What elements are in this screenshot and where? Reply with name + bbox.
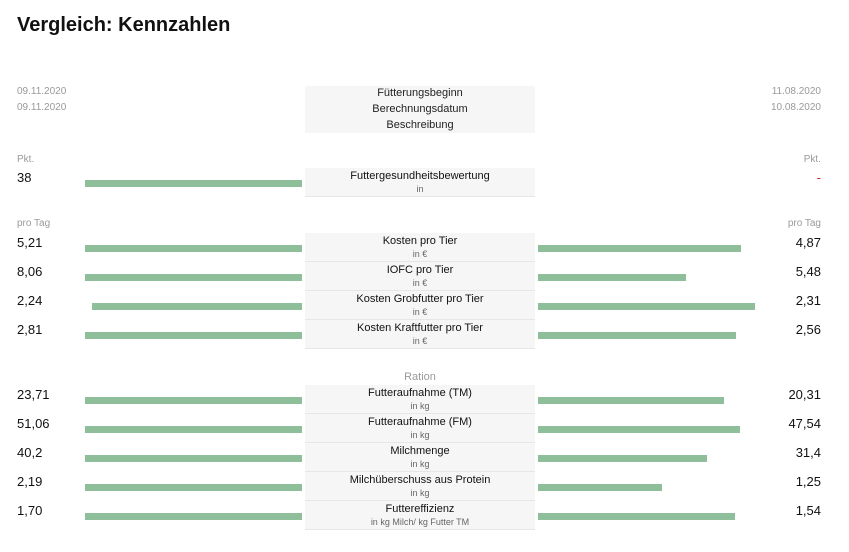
left-bar	[85, 455, 302, 462]
page-title: Vergleich: Kennzahlen	[17, 14, 231, 36]
right-value: 1,25	[795, 474, 821, 489]
unit-label-pkt-left: Pkt.	[17, 154, 35, 165]
left-bar	[85, 513, 302, 520]
right-date-feeding-start: 11.08.2020	[771, 86, 821, 97]
left-value: 2,24	[17, 293, 43, 308]
label-feeding-start: Fütterungsbeginn	[377, 87, 463, 99]
left-date-feeding-start: 09.11.2020	[17, 86, 67, 97]
metric-unit: in kg	[410, 430, 430, 440]
right-value: 1,54	[795, 503, 821, 518]
right-bar	[538, 484, 662, 491]
left-bar	[85, 397, 302, 404]
left-bar	[92, 303, 302, 310]
right-value: 4,87	[795, 235, 821, 250]
left-bar	[85, 274, 302, 281]
right-date-calculation: 10.08.2020	[770, 102, 821, 113]
metric-row: 51,06 Futteraufnahme (FM) in kg 47,54	[0, 414, 849, 443]
metric-label-cell: Futtergesundheitsbewertung in	[305, 168, 535, 197]
left-bar	[85, 484, 302, 491]
metric-row: 2,19 Milchüberschuss aus Protein in kg 1,25	[0, 472, 849, 501]
metric-unit: in €	[412, 278, 428, 288]
metric-label-cell: Futtereffizienz in kg Milch/ kg Futter TM	[305, 501, 535, 530]
right-value: 31,4	[795, 445, 821, 460]
unit-label-tag-right: pro Tag	[787, 218, 821, 229]
label-calculation-date: Berechnungsdatum	[372, 103, 468, 115]
left-date-calculation: 09.11.2020	[17, 102, 67, 113]
left-value: 2,81	[17, 322, 43, 337]
right-value: -	[816, 170, 821, 185]
metric-label-cell: IOFC pro Tier in €	[305, 262, 535, 291]
left-value: 8,06	[17, 264, 43, 279]
unit-label-pkt-right: Pkt.	[803, 154, 821, 165]
label-description: Beschreibung	[386, 119, 454, 131]
metric-label-cell: Milchüberschuss aus Protein in kg	[305, 472, 535, 501]
right-value: 2,56	[795, 322, 821, 337]
metric-row: 2,24 Kosten Grobfutter pro Tier in € 2,31	[0, 291, 849, 320]
left-value: 40,2	[17, 445, 43, 460]
metric-row: 40,2 Milchmenge in kg 31,4	[0, 443, 849, 472]
right-bar	[538, 455, 707, 462]
unit-label-tag-left: pro Tag	[17, 218, 51, 229]
right-value: 5,48	[795, 264, 821, 279]
metric-name: Kosten pro Tier	[382, 235, 458, 247]
metric-unit: in kg	[410, 488, 430, 498]
metric-row: 8,06 IOFC pro Tier in € 5,48	[0, 262, 849, 291]
metric-row: 38 Futtergesundheitsbewertung in -	[0, 168, 849, 197]
right-bar	[538, 245, 741, 252]
metric-name: Milchmenge	[390, 445, 450, 457]
left-value: 23,71	[17, 387, 50, 402]
right-value: 47,54	[788, 416, 821, 431]
right-bar	[538, 303, 755, 310]
metric-unit: in kg	[410, 459, 430, 469]
left-value: 2,19	[17, 474, 43, 489]
metric-name: IOFC pro Tier	[386, 264, 454, 276]
metric-row: 2,81 Kosten Kraftfutter pro Tier in € 2,56	[0, 320, 849, 349]
metric-name: Futteraufnahme (TM)	[368, 387, 472, 399]
metric-unit: in €	[412, 249, 428, 259]
metric-row: 5,21 Kosten pro Tier in € 4,87	[0, 233, 849, 262]
metric-row: 23,71 Futteraufnahme (TM) in kg 20,31	[0, 385, 849, 414]
right-bar	[538, 274, 686, 281]
left-value: 5,21	[17, 235, 43, 250]
metric-unit: in €	[412, 336, 428, 346]
right-bar	[538, 426, 740, 433]
metric-unit: in kg Milch/ kg Futter TM	[370, 517, 470, 527]
metric-name: Kosten Grobfutter pro Tier	[356, 293, 484, 305]
section-label-ration: Ration	[404, 371, 436, 383]
metric-label-cell: Kosten Kraftfutter pro Tier in €	[305, 320, 535, 349]
left-value: 51,06	[17, 416, 50, 431]
right-bar	[538, 397, 724, 404]
right-value: 2,31	[795, 293, 821, 308]
metric-name: Futtereffizienz	[385, 503, 455, 515]
metric-row: 1,70 Futtereffizienz in kg Milch/ kg Futte…	[0, 501, 849, 530]
metric-name: Milchüberschuss aus Protein	[349, 474, 491, 486]
metric-unit: in €	[412, 307, 428, 317]
left-bar	[85, 180, 302, 187]
left-value: 38	[17, 170, 32, 185]
left-bar	[85, 245, 302, 252]
metric-label-cell: Futteraufnahme (FM) in kg	[305, 414, 535, 443]
metric-name: Kosten Kraftfutter pro Tier	[357, 322, 483, 334]
metric-label-cell: Kosten Grobfutter pro Tier in €	[305, 291, 535, 320]
left-bar	[85, 332, 302, 339]
left-bar	[85, 426, 302, 433]
right-value: 20,31	[788, 387, 821, 402]
metric-unit: in kg	[410, 401, 430, 411]
metric-label-cell: Futteraufnahme (TM) in kg	[305, 385, 535, 414]
right-bar	[538, 513, 735, 520]
header-labels-box: Fütterungsbeginn Berechnungsdatum Beschr…	[305, 86, 535, 133]
metric-label-cell: Milchmenge in kg	[305, 443, 535, 472]
metric-label-cell: Kosten pro Tier in €	[305, 233, 535, 262]
metric-name: Futteraufnahme (FM)	[368, 416, 472, 428]
left-value: 1,70	[17, 503, 43, 518]
metric-unit: in	[416, 184, 424, 194]
metric-name: Futtergesundheitsbewertung	[350, 170, 490, 182]
right-bar	[538, 332, 736, 339]
